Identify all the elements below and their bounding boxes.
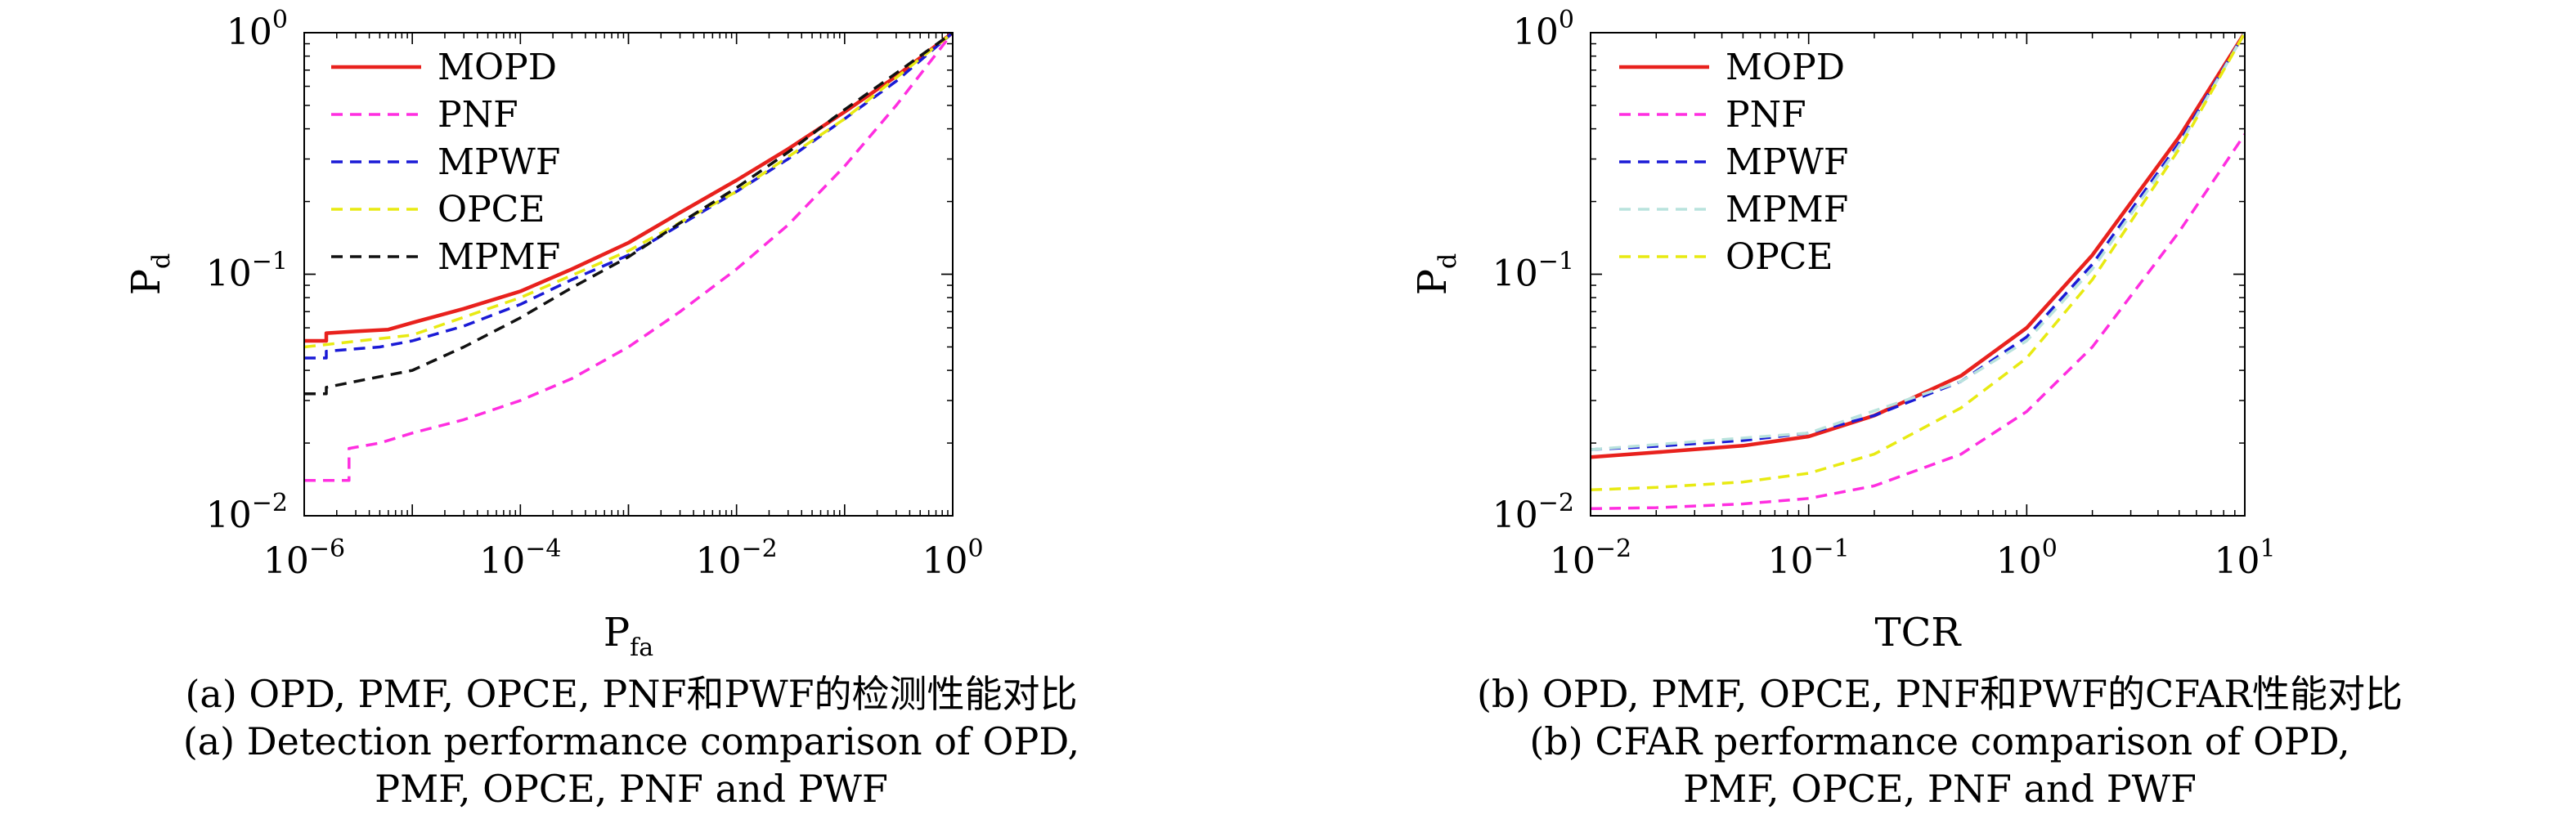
caption-b-chinese: (b) OPD, PMF, OPCE, PNF和PWF的CFAR性能对比 (1476, 672, 2403, 716)
y-axis-label: Pd (1410, 253, 1462, 296)
plot-frame (1590, 32, 2246, 517)
y-tick-label: 100 (227, 6, 288, 53)
y-tick-label: 10−1 (206, 248, 288, 295)
series-line-pnf (304, 33, 953, 482)
series-line-mopd (1591, 33, 2245, 459)
caption-b: (b) OPD, PMF, OPCE, PNF和PWF的CFAR性能对比 (b)… (1367, 670, 2512, 812)
x-tick-label: 100 (1996, 535, 2058, 582)
series-line-mpmf (304, 33, 953, 396)
series-line-opce (304, 33, 953, 349)
x-tick-label: 101 (2214, 535, 2275, 582)
legend-label-mopd: MOPD (1726, 47, 1845, 88)
chart-panel-b: 10−2 10−1 100 101 10−2 10−1 100 TCR Pd MOPD PNF MPW… (1410, 6, 2276, 656)
legend-label-mpmf: MPMF (438, 236, 560, 278)
y-tick-label: 100 (1513, 6, 1574, 53)
x-axis-label: TCR (1875, 610, 1963, 656)
x-tick-label: 100 (922, 535, 983, 582)
y-tick-label: 10−1 (1492, 248, 1574, 295)
caption-a-chinese: (a) OPD, PMF, OPCE, PNF和PWF的检测性能对比 (185, 672, 1078, 716)
caption-b-english-line1: (b) CFAR performance comparison of OPD, (1529, 719, 2350, 763)
legend-label-mopd: MOPD (438, 47, 557, 88)
legend-label-opce: OPCE (438, 189, 545, 231)
legend-label-mpmf: MPMF (1726, 189, 1848, 231)
y-tick-label: 10−2 (1492, 489, 1574, 536)
x-axis-label: Pfa (604, 610, 653, 662)
x-tick-label: 10−6 (263, 535, 345, 582)
legend-label-opce: OPCE (1726, 236, 1833, 278)
caption-b-english-line2: PMF, OPCE, PNF and PWF (1683, 767, 2197, 811)
legend: MOPD PNF MPWF OPCE MPMF (331, 47, 560, 278)
chart-panel-a: 10−6 10−4 10−2 100 10−2 10−1 100 Pfa Pd MOPD PNF MP… (123, 6, 984, 662)
series-line-opce (1591, 33, 2245, 492)
series-line-mpwf (1591, 33, 2245, 451)
x-tick-label: 10−4 (479, 535, 561, 582)
y-tick-label: 10−2 (206, 489, 288, 536)
legend-label-mpwf: MPWF (1726, 141, 1848, 183)
legend: MOPD PNF MPWF MPMF OPCE (1619, 47, 1848, 278)
plot-frame (303, 32, 954, 517)
legend-label-mpwf: MPWF (438, 141, 560, 183)
x-tick-label: 10−1 (1768, 535, 1850, 582)
series-line-mopd (304, 33, 953, 343)
y-axis-label: Pd (123, 253, 176, 296)
legend-label-pnf: PNF (1726, 94, 1806, 136)
series-group (304, 33, 953, 482)
series-line-mpmf (1591, 33, 2245, 451)
caption-a: (a) OPD, PMF, OPCE, PNF和PWF的检测性能对比 (a) D… (59, 670, 1204, 812)
x-tick-label: 10−2 (696, 535, 778, 582)
caption-a-english-line1: (a) Detection performance comparison of … (182, 719, 1080, 763)
series-group (1591, 33, 2245, 511)
legend-label-pnf: PNF (438, 94, 518, 136)
x-tick-label: 10−2 (1550, 535, 1631, 582)
series-line-mpwf (304, 33, 953, 360)
caption-a-english-line2: PMF, OPCE, PNF and PWF (375, 767, 888, 811)
